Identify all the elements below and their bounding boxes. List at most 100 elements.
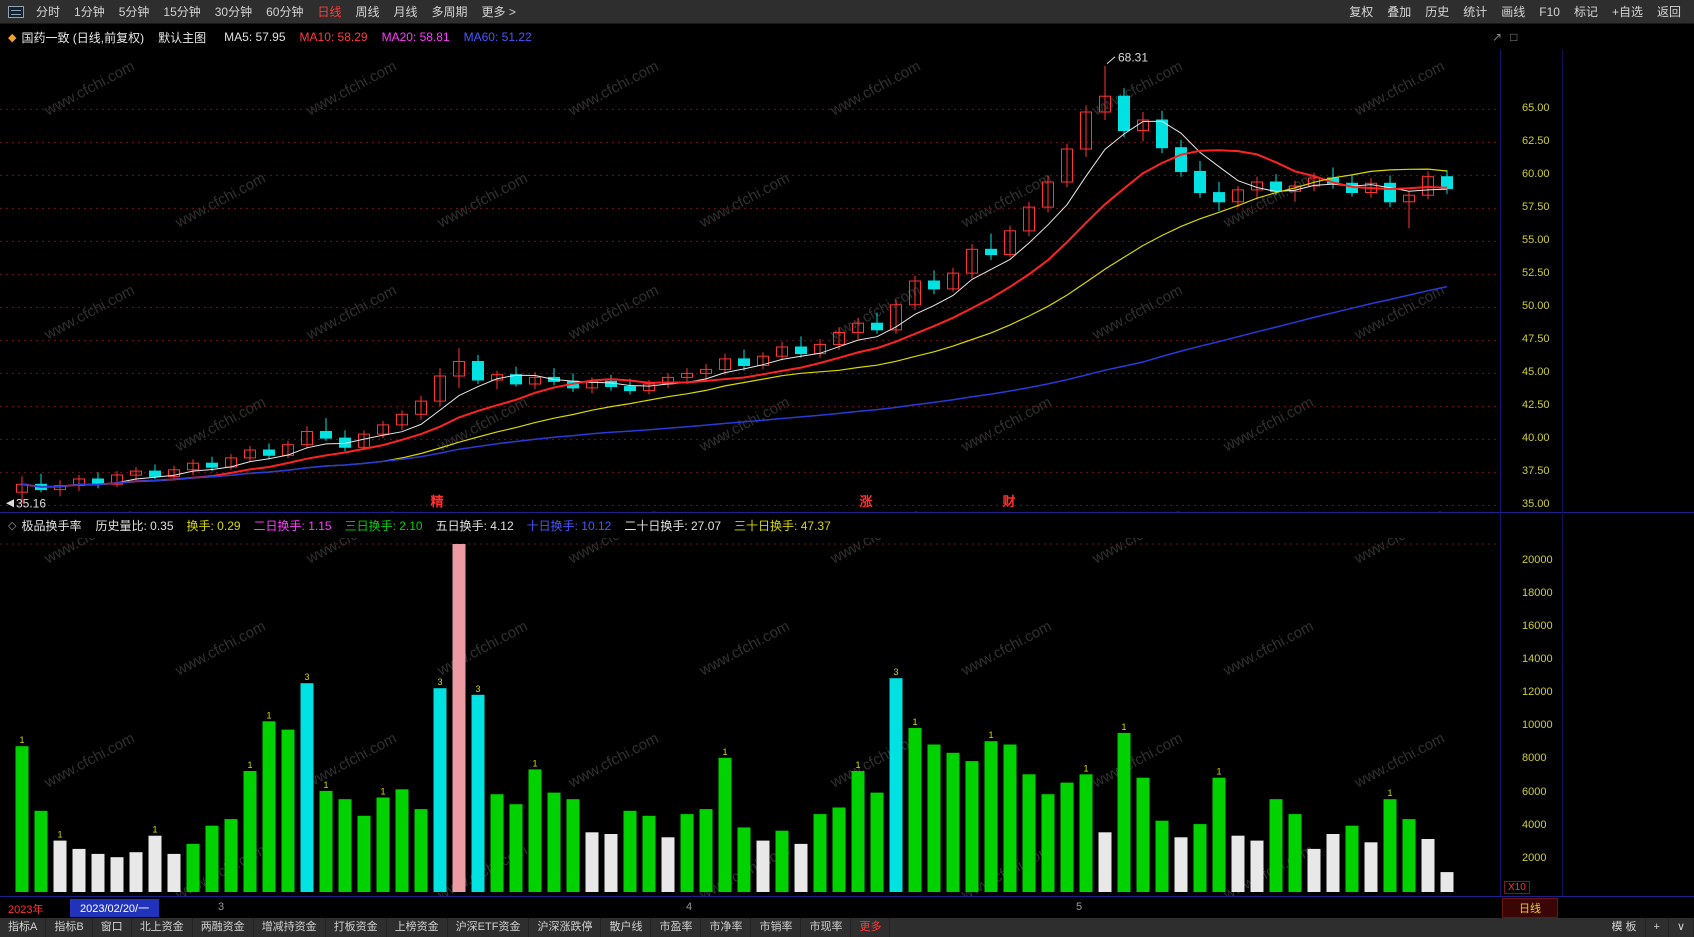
volume-bar-11[interactable] bbox=[224, 819, 238, 892]
volume-bar-58[interactable]: 1 bbox=[1117, 722, 1131, 892]
candle-43[interactable] bbox=[833, 327, 845, 350]
volume-bar-67[interactable] bbox=[1288, 814, 1302, 892]
volume-bar-57[interactable] bbox=[1098, 832, 1112, 892]
tools-menu-item-6[interactable]: 标记 bbox=[1573, 4, 1598, 19]
volume-bar-29[interactable] bbox=[566, 799, 580, 892]
volume-bar-52[interactable] bbox=[1003, 744, 1017, 893]
volume-bar-64[interactable] bbox=[1231, 835, 1245, 892]
indicator-collapse-icon[interactable]: ◇ bbox=[8, 520, 17, 532]
window-restore-icon[interactable]: □ bbox=[1510, 30, 1518, 44]
volume-bar-25[interactable] bbox=[490, 794, 504, 892]
bottom-tab-3[interactable]: 北上资金 bbox=[132, 918, 193, 937]
volume-bar-18[interactable] bbox=[357, 815, 371, 892]
period-menu-item-3[interactable]: 15分钟 bbox=[163, 4, 201, 19]
candle-9[interactable] bbox=[187, 459, 199, 475]
candle-26[interactable] bbox=[510, 366, 522, 387]
candle-51[interactable] bbox=[985, 233, 997, 260]
volume-bar-46[interactable]: 3 bbox=[889, 667, 903, 892]
volume-bar-62[interactable] bbox=[1193, 824, 1207, 892]
volume-bar-27[interactable]: 1 bbox=[528, 758, 542, 892]
candle-59[interactable] bbox=[1137, 112, 1149, 142]
candle-8[interactable] bbox=[168, 465, 180, 481]
candle-6[interactable] bbox=[130, 467, 142, 481]
candle-54[interactable] bbox=[1042, 175, 1054, 213]
candle-64[interactable] bbox=[1232, 186, 1244, 208]
period-menu-item-10[interactable]: 更多 > bbox=[481, 4, 516, 19]
volume-bar-7[interactable]: 1 bbox=[148, 825, 162, 892]
volume-bar-28[interactable] bbox=[547, 792, 561, 892]
indicator-title[interactable]: 极品换手率 bbox=[21, 519, 82, 533]
candle-36[interactable] bbox=[700, 364, 712, 380]
bottom-tab-1[interactable]: 指标B bbox=[46, 918, 93, 937]
volume-bar-31[interactable] bbox=[604, 834, 618, 892]
period-menu-item-8[interactable]: 月线 bbox=[393, 4, 418, 19]
tools-menu-item-4[interactable]: 画线 bbox=[1501, 4, 1526, 19]
volume-bar-39[interactable] bbox=[756, 840, 770, 892]
volume-bar-36[interactable] bbox=[699, 809, 713, 892]
volume-bar-24[interactable]: 3 bbox=[471, 684, 485, 892]
volume-bar-13[interactable]: 1 bbox=[262, 710, 276, 892]
candle-57[interactable] bbox=[1099, 65, 1111, 120]
volume-bar-53[interactable] bbox=[1022, 774, 1036, 892]
candle-45[interactable] bbox=[871, 312, 883, 334]
candle-35[interactable] bbox=[681, 368, 693, 384]
candle-50[interactable] bbox=[966, 244, 978, 279]
candle-37[interactable] bbox=[719, 353, 731, 375]
candle-20[interactable] bbox=[396, 410, 408, 431]
candle-3[interactable] bbox=[73, 475, 85, 491]
tools-menu-item-0[interactable]: 复权 bbox=[1349, 4, 1374, 19]
volume-bar-37[interactable]: 1 bbox=[718, 747, 732, 892]
volume-bar-40[interactable] bbox=[775, 830, 789, 892]
volume-bar-54[interactable] bbox=[1041, 794, 1055, 892]
volume-bar-61[interactable] bbox=[1174, 837, 1188, 892]
volume-bar-65[interactable] bbox=[1250, 840, 1264, 892]
volume-bar-17[interactable] bbox=[338, 799, 352, 892]
candle-38[interactable] bbox=[738, 349, 750, 371]
main-chart-svg[interactable]: 68.31 35.16 精 涨 财 bbox=[0, 50, 1500, 512]
volume-bar-38[interactable] bbox=[737, 827, 751, 892]
candle-17[interactable] bbox=[339, 430, 351, 452]
candle-7[interactable] bbox=[149, 464, 161, 480]
period-menu-item-6[interactable]: 日线 bbox=[317, 4, 342, 19]
volume-bar-6[interactable] bbox=[129, 852, 143, 892]
candle-4[interactable] bbox=[92, 472, 104, 489]
volume-bar-20[interactable] bbox=[395, 789, 409, 892]
volume-bar-63[interactable]: 1 bbox=[1212, 767, 1226, 892]
volume-bar-56[interactable]: 1 bbox=[1079, 763, 1093, 892]
volume-bar-16[interactable]: 1 bbox=[319, 780, 333, 892]
volume-bar-45[interactable] bbox=[870, 792, 884, 892]
volume-bar-59[interactable] bbox=[1136, 777, 1150, 892]
period-label[interactable]: 日线 bbox=[1502, 898, 1558, 918]
volume-bar-0[interactable]: 1 bbox=[15, 735, 29, 892]
candle-28[interactable] bbox=[548, 368, 560, 386]
volume-chart-svg[interactable]: 1 1 1 1 1 3 1 1 3 3 1 1 1 3 1 1 1 1 1 1 bbox=[0, 538, 1500, 896]
candle-16[interactable] bbox=[320, 418, 332, 441]
tools-menu-item-1[interactable]: 叠加 bbox=[1387, 4, 1412, 19]
volume-bar-12[interactable]: 1 bbox=[243, 760, 257, 892]
candle-52[interactable] bbox=[1004, 225, 1016, 258]
candle-72[interactable] bbox=[1384, 175, 1396, 208]
period-menu-item-4[interactable]: 30分钟 bbox=[214, 4, 253, 19]
candle-12[interactable] bbox=[244, 446, 256, 462]
candle-48[interactable] bbox=[928, 270, 940, 295]
volume-bar-50[interactable] bbox=[965, 761, 979, 892]
volume-bar-72[interactable]: 1 bbox=[1383, 788, 1397, 892]
period-menu-item-0[interactable]: 分时 bbox=[36, 4, 61, 19]
volume-bar-26[interactable] bbox=[509, 804, 523, 892]
candle-27[interactable] bbox=[529, 372, 541, 390]
bottom-tab-2[interactable]: 窗口 bbox=[93, 918, 132, 937]
candle-34[interactable] bbox=[662, 373, 674, 388]
bottom-tab-10[interactable]: 散户线 bbox=[601, 918, 652, 937]
tools-menu-item-7[interactable]: +自选 bbox=[1611, 4, 1643, 19]
tools-menu-item-2[interactable]: 历史 bbox=[1425, 4, 1450, 19]
volume-bar-70[interactable] bbox=[1345, 825, 1359, 892]
bottom-tab-13[interactable]: 市销率 bbox=[751, 918, 802, 937]
volume-bar-41[interactable] bbox=[794, 843, 808, 892]
candle-49[interactable] bbox=[947, 267, 959, 292]
bottom-tab-14[interactable]: 市现率 bbox=[801, 918, 852, 937]
volume-bar-10[interactable] bbox=[205, 825, 219, 892]
main-chart-style-label[interactable]: 默认主图 bbox=[158, 30, 207, 45]
candle-74[interactable] bbox=[1422, 171, 1434, 200]
period-menu-item-2[interactable]: 5分钟 bbox=[118, 4, 150, 19]
candle-39[interactable] bbox=[757, 352, 769, 370]
